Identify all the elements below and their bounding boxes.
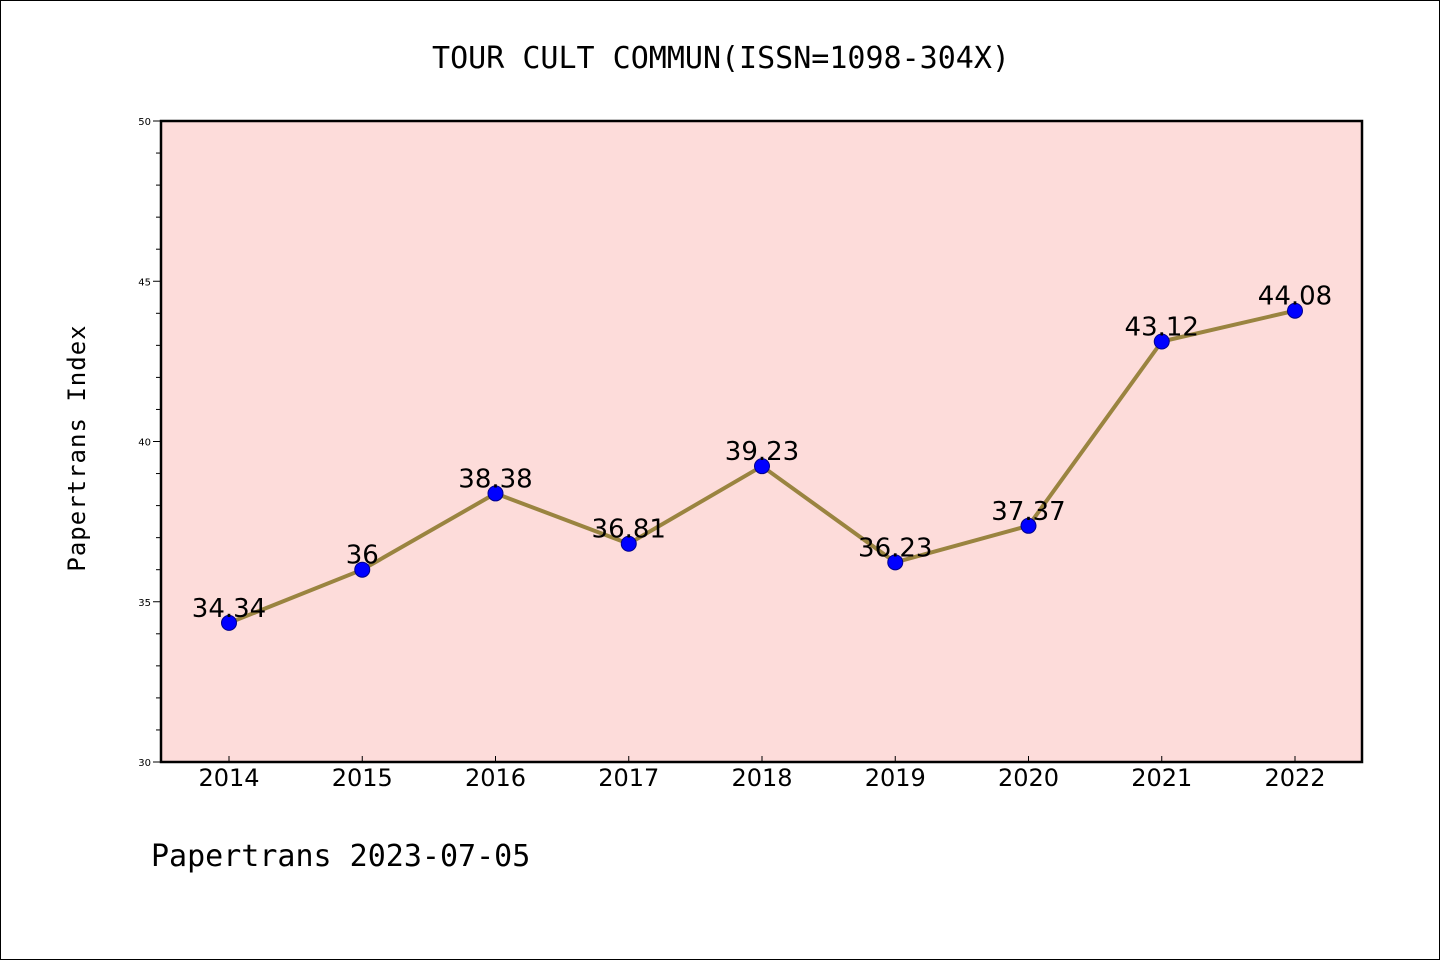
y-axis-label: Papertrans Index bbox=[63, 324, 91, 571]
data-point bbox=[887, 554, 904, 571]
x-tick-label: 2020 bbox=[998, 764, 1059, 792]
data-label: 37.37 bbox=[991, 497, 1065, 527]
y-tick-label: 45 bbox=[138, 277, 151, 288]
data-point bbox=[221, 614, 237, 631]
data-label: 36 bbox=[346, 541, 379, 571]
x-tick-label: 2014 bbox=[198, 764, 259, 792]
data-label: 36.23 bbox=[858, 533, 932, 563]
x-tick-label: 2021 bbox=[1131, 764, 1192, 792]
data-point bbox=[1020, 517, 1037, 534]
data-point bbox=[1153, 333, 1170, 350]
y-tick-label: 35 bbox=[138, 598, 151, 609]
data-label: 43.12 bbox=[1125, 313, 1199, 343]
x-tick-label: 2022 bbox=[1264, 764, 1325, 792]
footer-text: Papertrans 2023-07-05 bbox=[151, 839, 530, 874]
data-labels: 34.34 36 38.38 36.81 39.23 36.23 37.37 43.12 44.… bbox=[192, 282, 1332, 624]
y-tick-label: 30 bbox=[138, 758, 151, 769]
data-point bbox=[1287, 302, 1303, 319]
data-label: 36.81 bbox=[592, 515, 666, 545]
data-label: 34.34 bbox=[192, 594, 266, 624]
data-point bbox=[354, 561, 371, 578]
x-tick-label: 2016 bbox=[465, 764, 526, 792]
data-label: 38.38 bbox=[458, 464, 532, 494]
data-label: 39.23 bbox=[725, 437, 799, 467]
x-axis-ticks: 2014 2015 2016 2017 2018 2019 2020 2021 2022 bbox=[198, 756, 1326, 792]
x-tick-label: 2017 bbox=[598, 764, 659, 792]
x-tick-label: 2018 bbox=[731, 764, 792, 792]
data-point bbox=[754, 458, 770, 475]
x-tick-label: 2015 bbox=[332, 764, 393, 792]
plot-border bbox=[159, 119, 1364, 764]
y-tick-label: 40 bbox=[138, 438, 151, 449]
chart-title: TOUR CULT COMMUN(ISSN=1098-304X) bbox=[432, 41, 1010, 76]
data-point bbox=[487, 485, 504, 502]
y-tick-label: 50 bbox=[138, 117, 151, 128]
x-tick-label: 2019 bbox=[865, 764, 926, 792]
data-label: 44.08 bbox=[1258, 282, 1332, 312]
plot-area bbox=[161, 121, 1362, 762]
data-point bbox=[620, 535, 637, 552]
data-markers bbox=[221, 302, 1303, 631]
y-axis-ticks: 30 35 40 45 50 bbox=[138, 117, 161, 769]
